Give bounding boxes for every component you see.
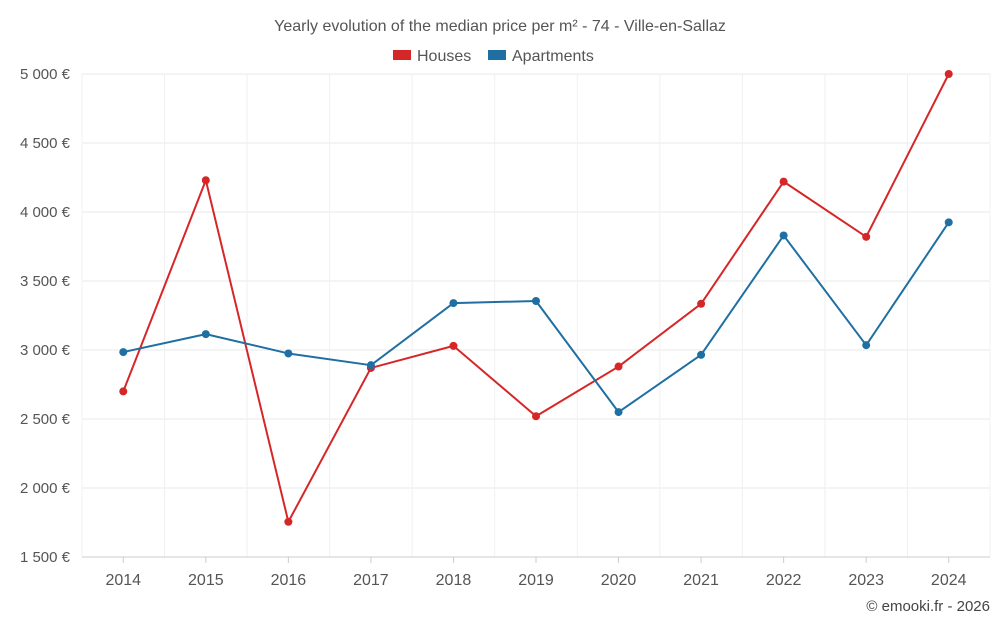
data-point-houses-2014 xyxy=(119,387,128,396)
series-layer xyxy=(119,70,953,526)
data-point-houses-2020 xyxy=(614,362,623,371)
data-point-apartments-2017 xyxy=(366,361,375,370)
data-point-houses-2021 xyxy=(697,299,706,308)
data-point-apartments-2021 xyxy=(697,350,706,359)
y-tick-label: 4 500 € xyxy=(20,135,71,152)
x-tick-label: 2017 xyxy=(353,572,389,589)
data-point-houses-2015 xyxy=(201,176,210,185)
legend-item-apartments: Apartments xyxy=(488,48,594,65)
y-tick-label: 3 000 € xyxy=(20,342,71,359)
data-point-houses-2022 xyxy=(779,177,788,186)
credit-text: © emooki.fr - 2026 xyxy=(866,598,990,615)
data-point-apartments-2014 xyxy=(119,348,128,357)
data-point-apartments-2024 xyxy=(944,218,953,227)
x-tick-label: 2022 xyxy=(766,572,802,589)
data-point-apartments-2019 xyxy=(532,297,540,306)
data-point-apartments-2023 xyxy=(862,341,871,350)
data-point-houses-2024 xyxy=(944,70,953,78)
y-tick-label: 5 000 € xyxy=(20,66,71,83)
x-tick-label: 2021 xyxy=(683,572,719,589)
y-axis: 1 500 € 2 000 € 2 500 € 3 000 € 3 500 € 4 000… xyxy=(20,66,71,566)
x-axis: 2014 2015 2016 2017 2018 2019 2020 2021 2022 2023… xyxy=(82,556,990,589)
legend-swatch-houses xyxy=(393,50,411,60)
data-point-houses-2018 xyxy=(449,341,458,350)
grid xyxy=(81,73,991,558)
x-tick-label: 2016 xyxy=(271,572,307,589)
data-point-houses-2019 xyxy=(532,412,540,421)
x-tick-label: 2018 xyxy=(436,572,472,589)
x-tick-label: 2023 xyxy=(848,572,884,589)
y-tick-label: 4 000 € xyxy=(20,204,71,221)
legend-swatch-apartments xyxy=(488,50,506,60)
legend-item-houses: Houses xyxy=(393,48,471,65)
y-tick-label: 2 500 € xyxy=(20,411,71,428)
x-tick-label: 2015 xyxy=(188,572,224,589)
x-tick-label: 2014 xyxy=(105,572,141,589)
data-point-houses-2023 xyxy=(862,232,871,241)
data-point-houses-2016 xyxy=(284,517,293,526)
legend-label-apartments: Apartments xyxy=(512,48,594,65)
data-point-apartments-2015 xyxy=(201,330,210,339)
data-point-apartments-2016 xyxy=(284,349,293,358)
chart-title: Yearly evolution of the median price per… xyxy=(274,18,726,35)
y-tick-label: 1 500 € xyxy=(20,549,71,566)
x-tick-label: 2020 xyxy=(601,572,637,589)
data-point-apartments-2020 xyxy=(614,408,623,417)
legend: Houses Apartments xyxy=(393,48,594,65)
x-tick-label: 2024 xyxy=(931,572,967,589)
y-tick-label: 2 000 € xyxy=(20,480,71,497)
data-point-apartments-2018 xyxy=(449,299,458,308)
y-tick-label: 3 500 € xyxy=(20,273,71,290)
x-tick-label: 2019 xyxy=(518,572,554,589)
legend-label-houses: Houses xyxy=(417,48,471,65)
data-point-apartments-2022 xyxy=(779,231,788,240)
series-apartments xyxy=(119,218,953,417)
